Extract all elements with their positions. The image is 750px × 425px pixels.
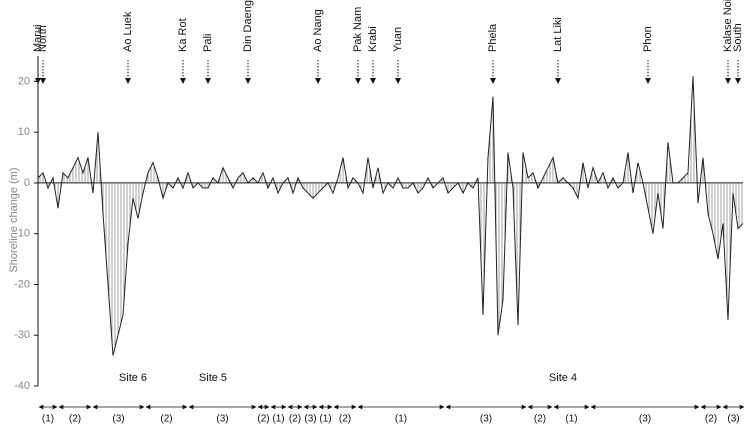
segment-label: (3): [639, 414, 651, 425]
site-label: Site 5: [199, 372, 227, 384]
y-tick-label: -30: [14, 329, 30, 341]
place-label: Kalase Noi: [722, 0, 734, 52]
place-label: Ao Luek: [122, 11, 134, 52]
place-label: Din Daeng: [242, 0, 254, 52]
place-label: Lat Liki: [552, 17, 564, 52]
y-tick-label: -20: [14, 278, 30, 290]
segment-label: (1): [272, 414, 284, 425]
y-axis-label: Shoreline change (m): [8, 167, 20, 272]
place-label: Phon: [642, 26, 654, 52]
segment-label: (2): [534, 414, 546, 425]
place-label: North: [37, 25, 49, 52]
segment-label: (2): [705, 414, 717, 425]
segment-label: (3): [216, 414, 228, 425]
segment-label: (1): [319, 414, 331, 425]
segment-label: (2): [289, 414, 301, 425]
y-tick-label: 10: [18, 126, 30, 138]
segment-label: (3): [112, 414, 124, 425]
site-label: Site 4: [549, 372, 577, 384]
segment-label: (2): [69, 414, 81, 425]
segment-label: (2): [160, 414, 172, 425]
place-label: Krabi: [367, 26, 379, 52]
area-fill: [38, 76, 743, 356]
place-label: Pali: [202, 34, 214, 52]
y-tick-label: -40: [14, 380, 30, 392]
place-label: Phela: [487, 23, 499, 52]
y-tick-label: 20: [18, 75, 30, 87]
segment-label: (1): [565, 414, 577, 425]
place-label: Marui: [32, 24, 44, 52]
place-label: South: [732, 23, 744, 52]
segment-label: (3): [304, 414, 316, 425]
segment-label: (3): [727, 414, 739, 425]
segment-label: (1): [395, 414, 407, 425]
data-line: [37, 76, 744, 356]
segment-label: (3): [480, 414, 492, 425]
y-tick-label: 0: [24, 177, 30, 189]
segment-label: (2): [339, 414, 351, 425]
segment-label: (2): [257, 414, 269, 425]
place-label: Ka Rot: [177, 18, 189, 52]
segment-label: (1): [42, 414, 54, 425]
site-label: Site 6: [119, 372, 147, 384]
place-label: Ao Nang: [312, 9, 324, 52]
y-tick-label: -10: [14, 228, 30, 240]
place-label: Yuan: [392, 27, 404, 52]
place-label: Pak Nam: [352, 7, 364, 52]
